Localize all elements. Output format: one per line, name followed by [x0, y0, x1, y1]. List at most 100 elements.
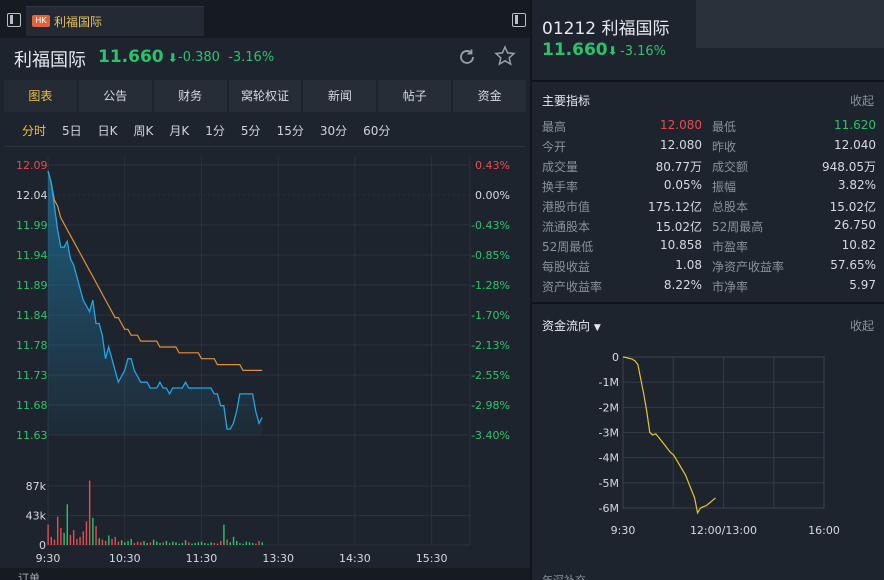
- volume-bar: [114, 536, 116, 545]
- y-tick-label: 12.04: [16, 189, 48, 202]
- indicator-value: 15.02亿: [655, 220, 702, 234]
- volume-bar: [216, 543, 219, 545]
- indicator-row: 成交量 80.77万 成交额 948.05万: [542, 156, 876, 176]
- indicators-title: 主要指标: [542, 94, 591, 108]
- indicator-label: 振幅: [712, 180, 737, 194]
- x-tick-label: 9:30: [36, 552, 61, 565]
- y-tick-label: 11.63: [16, 429, 48, 442]
- volume-bar: [127, 540, 129, 545]
- volume-bar: [140, 542, 142, 545]
- indicator-value: 57.65%: [830, 258, 876, 272]
- order-label[interactable]: 订单: [18, 572, 40, 580]
- indicator-row: 每股收益 1.08 净资产收益率 57.65%: [542, 256, 876, 276]
- indicator-value: 12.080: [660, 118, 702, 132]
- panel-toggle-icon[interactable]: [512, 13, 526, 27]
- tab-item[interactable]: 财务: [153, 80, 227, 112]
- volume-bar: [130, 538, 132, 545]
- x-tick-label: 13:30: [262, 552, 294, 565]
- period-tab[interactable]: 5日: [62, 124, 82, 138]
- quote-panel: 01212 利福国际 11.660⬇ -3.16% 主要指标 收起 最高 12.0…: [532, 0, 884, 580]
- refresh-icon[interactable]: [456, 46, 478, 68]
- volume-bar: [88, 480, 91, 545]
- tab-item[interactable]: 窝轮权证: [228, 80, 302, 112]
- indicators-table: 最高 12.080 最低 11.620 今开 12.080 昨收 12.040 成交量 80.77…: [542, 116, 876, 296]
- volume-bar: [159, 542, 161, 545]
- x-tick-label: 16:00: [808, 524, 840, 537]
- indicator-label: 流通股本: [542, 220, 591, 234]
- period-tab[interactable]: 1分: [205, 124, 225, 138]
- section-divider: [532, 302, 884, 304]
- volume-bar: [175, 542, 177, 545]
- period-tab[interactable]: 日K: [97, 124, 118, 138]
- period-tab[interactable]: 月K: [169, 124, 190, 138]
- volume-bar: [56, 516, 59, 545]
- fund-flow-title[interactable]: 资金流向 ▼: [542, 319, 601, 333]
- y-pct-label: -2.13%: [471, 339, 510, 352]
- y-tick-label: -3M: [599, 427, 619, 440]
- volume-bar: [133, 542, 136, 545]
- volume-bar: [178, 543, 180, 545]
- indicator-label: 最低: [712, 120, 737, 134]
- y-tick-label: -6M: [599, 502, 619, 515]
- intraday-chart[interactable]: 12.09 0.43% 12.04 0.00% 11.99 -0.43% 11.94 -0.8…: [0, 148, 530, 568]
- period-tab[interactable]: 30分: [319, 124, 348, 138]
- price-change: -0.380 -3.16%: [178, 50, 275, 65]
- volume-bar: [124, 542, 126, 545]
- indicator-label: 港股市值: [542, 200, 591, 214]
- volume-bar: [168, 542, 171, 545]
- panel-divider[interactable]: [530, 0, 532, 580]
- period-tab[interactable]: 周K: [133, 124, 154, 138]
- x-tick-label: 12:00/13:00: [690, 524, 757, 537]
- volume-bar: [258, 540, 260, 545]
- indicator-value: 10.858: [660, 238, 702, 252]
- tab-item[interactable]: 资金: [453, 80, 527, 112]
- tab-chart[interactable]: 图表: [4, 80, 77, 112]
- volume-bar: [223, 524, 225, 545]
- divider: [4, 146, 526, 147]
- y-tick-label: 0: [612, 351, 619, 364]
- volume-bar: [143, 540, 145, 545]
- indicators-collapse-button[interactable]: 收起: [849, 94, 874, 108]
- volume-tick-label: 0: [39, 539, 46, 552]
- stock-tab[interactable]: HK 利福国际: [26, 6, 204, 36]
- period-tab[interactable]: 15分: [276, 124, 304, 138]
- indicator-value: 15.02亿: [829, 200, 876, 214]
- tab-item[interactable]: 新闻: [303, 80, 377, 112]
- chart-panel: HK 利福国际 利福国际 11.660 ⬇ -0.380 -3.16% 图表 公告…: [0, 0, 530, 580]
- indicator-label: 资产收益率: [542, 280, 603, 294]
- y-tick-label: 11.89: [16, 279, 48, 292]
- tab-item[interactable]: 公告: [78, 80, 152, 112]
- volume-bar: [210, 542, 212, 545]
- y-pct-label: -1.28%: [471, 279, 510, 292]
- tab-item[interactable]: 帖子: [378, 80, 452, 112]
- volume-bar: [108, 535, 110, 545]
- volume-bar: [117, 541, 120, 545]
- right-last-price: 11.660⬇: [542, 40, 618, 60]
- y-tick-label: -4M: [599, 452, 619, 465]
- volume-bar: [47, 524, 49, 545]
- favorite-star-icon[interactable]: [494, 45, 516, 67]
- fund-flow-collapse-button[interactable]: 收起: [849, 319, 874, 333]
- volume-bar: [104, 540, 107, 545]
- stock-name: 利福国际: [14, 50, 86, 71]
- x-tick-label: 15:30: [416, 552, 448, 565]
- period-tab[interactable]: 5分: [240, 124, 261, 138]
- tab-bar: HK 利福国际: [0, 0, 530, 38]
- y-pct-label: -2.55%: [471, 369, 510, 382]
- period-tab[interactable]: 分时: [22, 124, 47, 138]
- y-pct-label: -0.43%: [471, 219, 510, 232]
- volume-bar: [149, 542, 152, 545]
- indicator-label: 成交量: [542, 160, 579, 174]
- y-pct-label: -3.40%: [471, 429, 510, 442]
- volume-bar: [245, 541, 248, 545]
- sidebar-toggle-icon[interactable]: [7, 13, 21, 27]
- volume-bar: [239, 542, 241, 545]
- indicator-label: 总股本: [712, 200, 749, 214]
- volume-bar: [92, 517, 94, 545]
- period-tab[interactable]: 60分: [363, 124, 391, 138]
- indicator-value: 1.08: [675, 258, 702, 272]
- indicator-value: 175.12亿: [648, 200, 702, 214]
- volume-bar: [156, 541, 158, 545]
- indicator-value: 5.97: [849, 278, 876, 292]
- y-tick-label: 11.73: [16, 369, 48, 382]
